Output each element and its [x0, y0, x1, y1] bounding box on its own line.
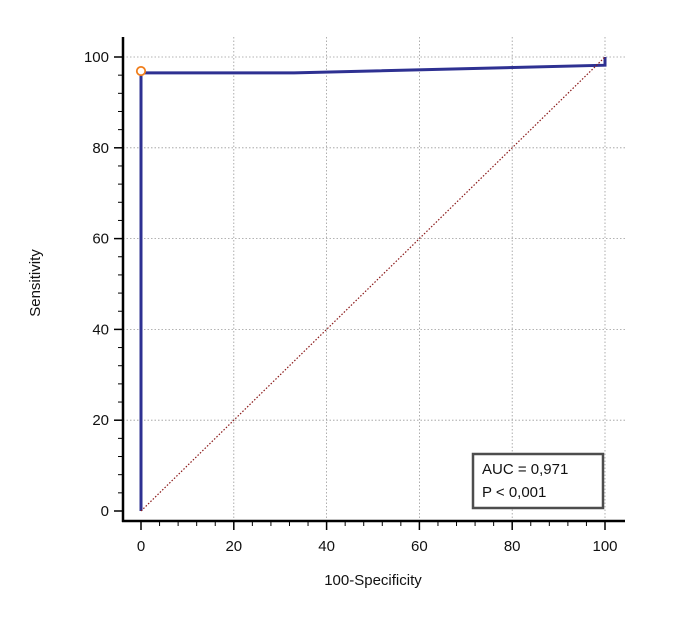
x-tick-label: 0 [137, 538, 145, 555]
annotation-p-value: P < 0,001 [482, 484, 546, 501]
x-tick-label: 60 [411, 538, 428, 555]
y-tick-label: 20 [92, 412, 109, 429]
y-tick-label: 40 [92, 321, 109, 338]
tick-labels: 0 20 40 60 80 100 0 20 40 60 80 100 [84, 49, 618, 555]
axes [114, 37, 625, 530]
y-tick-label: 100 [84, 49, 109, 66]
x-tick-label: 40 [318, 538, 335, 555]
roc-curve-line [139, 57, 607, 511]
annotation-auc: AUC = 0,971 [482, 461, 568, 478]
x-axis-title: 100-Specificity [324, 572, 422, 589]
x-tick-label: 100 [592, 538, 617, 555]
auc-annotation: AUC = 0,971 P < 0,001 [471, 452, 605, 510]
x-tick-label: 20 [225, 538, 242, 555]
x-tick-label: 80 [504, 538, 521, 555]
reference-diagonal-line [140, 56, 606, 512]
grid [123, 37, 625, 521]
y-tick-label: 60 [92, 231, 109, 248]
y-tick-label: 80 [92, 140, 109, 157]
y-tick-label: 0 [101, 503, 109, 520]
cutoff-point-marker [135, 65, 147, 77]
y-axis-title: Sensitivity [27, 249, 44, 317]
series-group [135, 56, 607, 512]
annotation-box [471, 452, 605, 510]
